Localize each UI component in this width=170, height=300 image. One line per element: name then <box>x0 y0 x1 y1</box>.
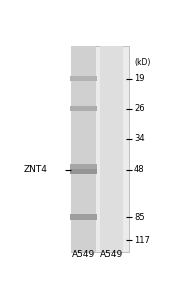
Text: ZNT4: ZNT4 <box>24 166 48 175</box>
Text: A549: A549 <box>72 250 95 259</box>
Text: A549: A549 <box>100 250 123 259</box>
Bar <box>70 169 97 174</box>
Text: 19: 19 <box>134 74 144 83</box>
Text: 48: 48 <box>134 166 144 175</box>
Text: 117: 117 <box>134 236 150 245</box>
Text: 85: 85 <box>134 213 144 222</box>
Bar <box>70 106 97 111</box>
Bar <box>70 214 97 220</box>
Bar <box>70 76 97 81</box>
Bar <box>70 164 97 169</box>
Bar <box>71 46 96 252</box>
Bar <box>71 46 129 252</box>
Bar <box>100 46 123 252</box>
Text: 34: 34 <box>134 134 144 143</box>
Text: (kD): (kD) <box>134 58 150 67</box>
Text: 26: 26 <box>134 104 144 113</box>
